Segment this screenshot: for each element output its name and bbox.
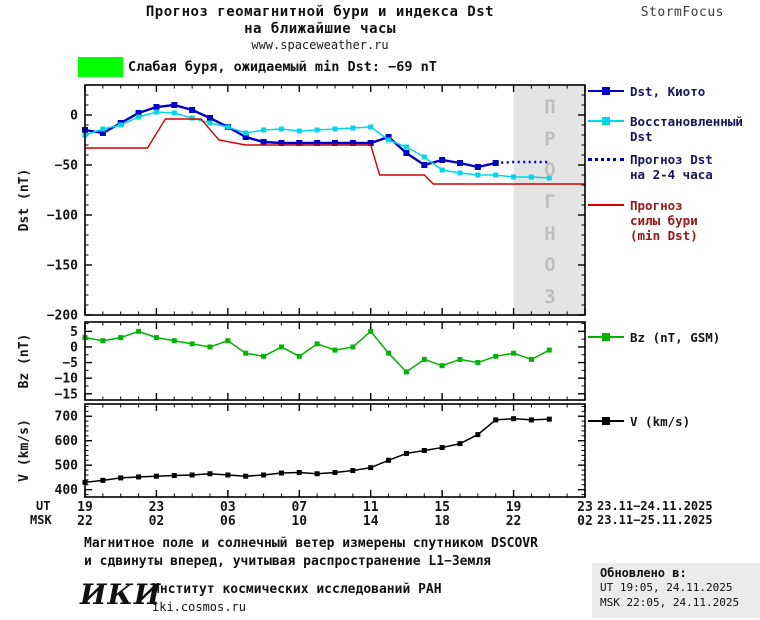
svg-text:500: 500 [55, 459, 79, 474]
v-swatch-icon [588, 415, 624, 428]
svg-text:18: 18 [434, 514, 450, 529]
svg-text:−5: −5 [62, 356, 78, 371]
msk-date-range: 23.11−25.11.2025 [597, 513, 713, 527]
legend-dst-kyoto: Dst, Киото [588, 84, 705, 99]
iki-site-link[interactable]: iki.cosmos.ru [152, 600, 246, 614]
page-title-line2: на ближайшие часы [244, 21, 396, 37]
svg-text:400: 400 [55, 483, 79, 498]
svg-text:−100: −100 [47, 209, 78, 224]
storm-alert-text: Слабая буря, ожидаемый min Dst: −69 nT [128, 59, 437, 75]
legend-label-forecast-dst: Прогноз Dst на 2-4 часа [630, 152, 713, 182]
legend-forecast-dst: Прогноз Dst на 2-4 часа [588, 152, 713, 182]
svg-text:−15: −15 [55, 387, 78, 402]
updated-ut: UT 19:05, 24.11.2025 [600, 581, 733, 594]
svg-text:07: 07 [291, 500, 307, 515]
svg-text:23: 23 [577, 500, 593, 515]
svg-text:600: 600 [55, 434, 79, 449]
svg-text:10: 10 [291, 514, 307, 529]
iki-logo: ИКИ [80, 578, 162, 611]
legend-label-dst-kyoto: Dst, Киото [630, 84, 706, 99]
forecast-dst-swatch-icon [588, 153, 624, 166]
bz-swatch-icon [588, 331, 624, 344]
svg-text:19: 19 [77, 500, 93, 515]
svg-text:0: 0 [70, 340, 78, 355]
spaceweather-link[interactable]: www.spaceweather.ru [251, 38, 389, 52]
svg-text:−150: −150 [47, 259, 78, 274]
data-source-note-line1: Магнитное поле и солнечный ветер измерен… [84, 536, 538, 551]
page-title-line1: Прогноз геомагнитной бури и индекса Dst [145, 4, 495, 20]
legend-bz: Bz (nT, GSM) [588, 330, 720, 345]
legend-v: V (km/s) [588, 414, 690, 429]
svg-text:02: 02 [577, 514, 593, 529]
svg-text:06: 06 [220, 514, 236, 529]
restored-dst-swatch-icon [588, 115, 624, 128]
updated-msk: MSK 22:05, 24.11.2025 [600, 596, 740, 609]
svg-text:0: 0 [70, 109, 78, 124]
updated-panel: Обновлено в: UT 19:05, 24.11.2025 MSK 22… [592, 563, 760, 618]
svg-text:Bz (nT): Bz (nT) [17, 334, 32, 389]
svg-text:03: 03 [220, 500, 236, 515]
svg-text:Dst (nT): Dst (nT) [17, 169, 32, 232]
svg-text:22: 22 [77, 514, 93, 529]
legend-label-storm-forecast: Прогноз силы бури (min Dst) [630, 198, 698, 243]
legend-restored-dst: Восстановленный Dst [588, 114, 743, 144]
svg-text:−10: −10 [55, 372, 79, 387]
svg-text:−50: −50 [55, 159, 79, 174]
svg-text:700: 700 [55, 410, 79, 425]
svg-text:23: 23 [149, 500, 165, 515]
svg-text:5: 5 [70, 325, 78, 340]
ut-date-range: 23.11−24.11.2025 [597, 499, 713, 513]
svg-text:−200: −200 [47, 309, 78, 324]
svg-text:11: 11 [363, 500, 379, 515]
legend-storm-forecast: Прогноз силы бури (min Dst) [588, 198, 698, 243]
svg-text:22: 22 [506, 514, 522, 529]
ut-row-label: UT [36, 499, 51, 513]
data-source-note-line2: и сдвинуты вперед, учитывая распростране… [84, 554, 491, 569]
dst-panel: 0 −50 −100 −150 −200 Dst (nT) [17, 84, 586, 324]
legend-label-restored-dst: Восстановленный Dst [630, 114, 743, 144]
svg-text:19: 19 [506, 500, 522, 515]
institute-name: Институт космических исследований РАН [152, 582, 442, 597]
legend-label-bz: Bz (nT, GSM) [630, 330, 721, 345]
stormfocus-brand: StormFocus [640, 5, 724, 20]
msk-row-label: MSK [30, 513, 52, 527]
svg-text:15: 15 [434, 500, 450, 515]
v-panel: 400 500 600 700 V (km/s) [17, 403, 586, 498]
title-block: Прогноз геомагнитной бури и индекса Dst … [20, 4, 620, 53]
svg-text:02: 02 [149, 514, 165, 529]
svg-text:V (km/s): V (km/s) [17, 419, 32, 482]
dst-kyoto-swatch-icon [588, 85, 624, 98]
bz-panel: 50−5−10−15 Bz (nT) [17, 321, 586, 402]
svg-text:14: 14 [363, 514, 379, 529]
storm-forecast-swatch-icon [588, 199, 624, 212]
updated-label: Обновлено в: [600, 566, 687, 580]
legend-label-v: V (km/s) [630, 414, 691, 429]
storm-level-swatch [78, 57, 123, 77]
